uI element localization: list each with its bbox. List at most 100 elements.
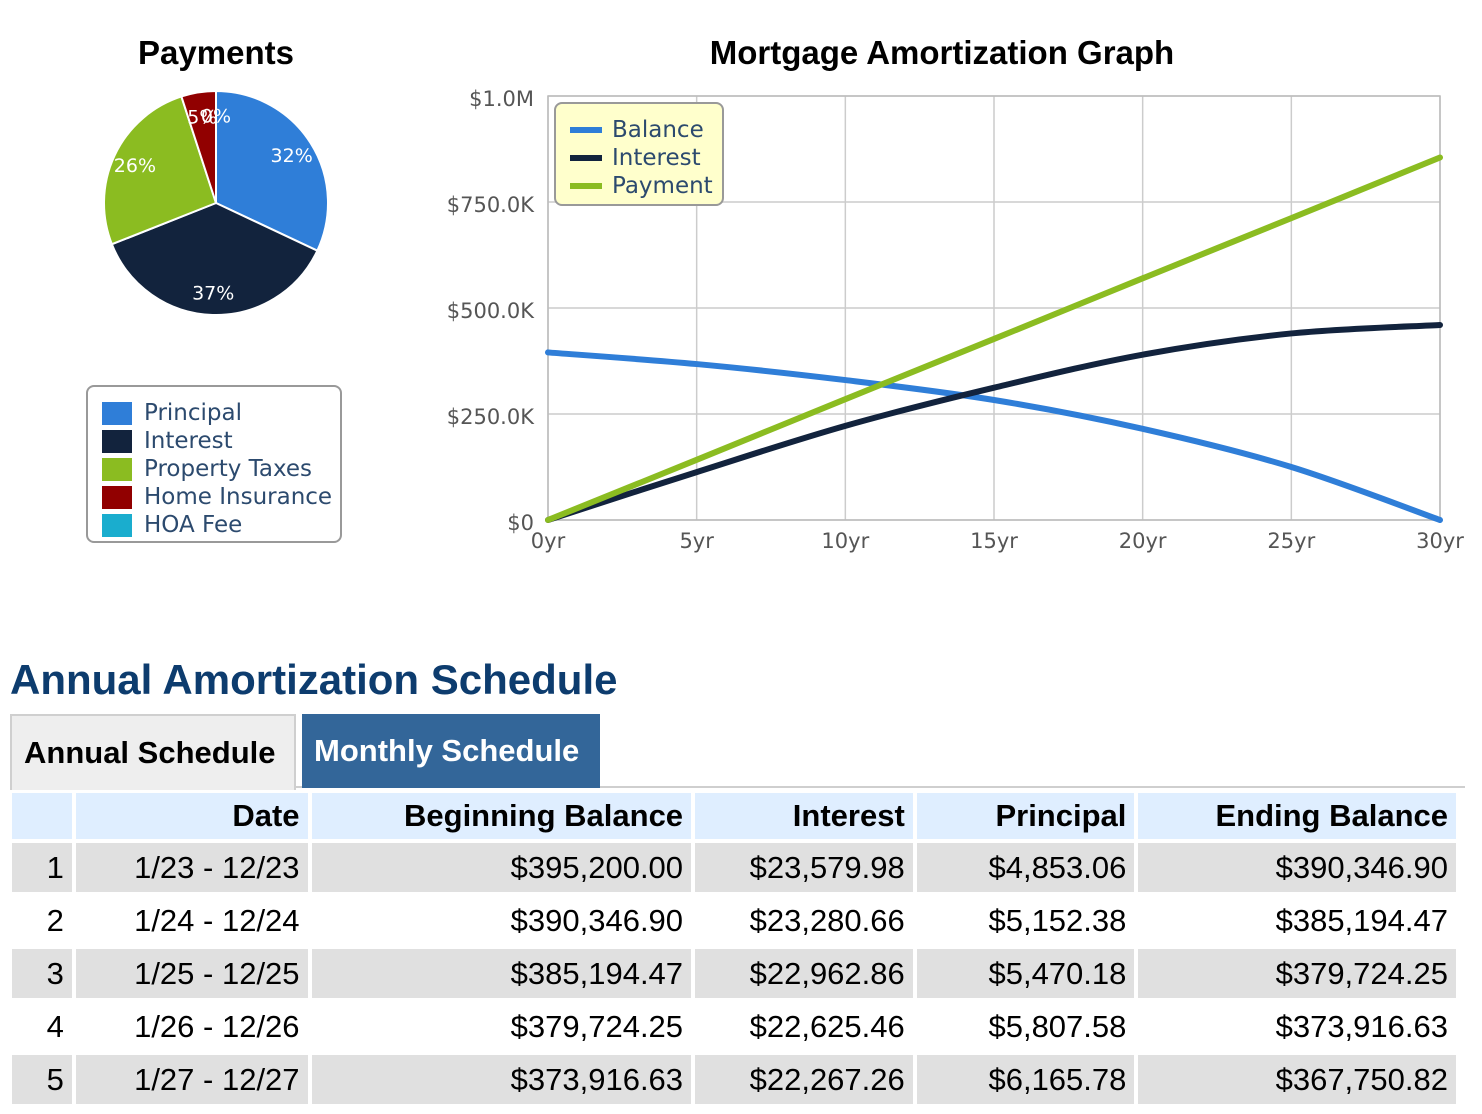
legend-swatch: [102, 429, 132, 453]
cell-date: 1/25 - 12/25: [75, 949, 308, 998]
cell-principal: $6,165.78: [916, 1055, 1135, 1104]
schedule-title: Annual Amortization Schedule: [10, 656, 618, 703]
legend-line-swatch: [570, 183, 602, 189]
table-row: 1 1/23 - 12/23 $395,200.00 $23,579.98 $4…: [12, 843, 1456, 892]
cell-num: 3: [12, 949, 72, 998]
amortization-table: Date Beginning Balance Interest Principa…: [8, 789, 1460, 1108]
cell-principal: $5,152.38: [916, 896, 1135, 945]
cell-interest: $22,267.26: [695, 1055, 913, 1104]
table-row: 3 1/25 - 12/25 $385,194.47 $22,962.86 $5…: [12, 949, 1456, 998]
header-interest[interactable]: Interest: [695, 793, 913, 839]
legend-label: Payment: [612, 173, 713, 199]
x-tick-label: 5yr: [679, 529, 714, 553]
series-line-balance[interactable]: [545, 349, 1443, 523]
pie-slice-principal[interactable]: [215, 89, 329, 253]
cell-date: 1/27 - 12/27: [75, 1055, 308, 1104]
pie-chart-title: Payments: [138, 34, 294, 71]
header-principal[interactable]: Principal: [916, 793, 1135, 839]
x-tick-label: 25yr: [1267, 529, 1315, 553]
legend-item-payment[interactable]: Payment: [570, 172, 722, 200]
cell-principal: $5,470.18: [916, 949, 1135, 998]
cell-ending: $385,194.47: [1138, 896, 1456, 945]
payments-pie-chart: 32% 37% 26% 5%0%: [103, 89, 329, 316]
tab-annual-schedule[interactable]: Annual Schedule: [10, 714, 296, 790]
legend-label: Interest: [612, 145, 701, 171]
y-tick-label: $750.0K: [447, 193, 535, 217]
legend-item-balance[interactable]: Balance: [570, 116, 722, 144]
legend-line-swatch: [570, 127, 602, 133]
legend-item-interest-series[interactable]: Interest: [570, 144, 722, 172]
tab-monthly-schedule[interactable]: Monthly Schedule: [302, 714, 600, 788]
table-row: 5 1/27 - 12/27 $373,916.63 $22,267.26 $6…: [12, 1055, 1456, 1104]
legend-label: HOA Fee: [144, 512, 243, 538]
legend-swatch: [102, 513, 132, 537]
cell-date: 1/26 - 12/26: [75, 1002, 308, 1051]
cell-beginning: $390,346.90: [311, 896, 692, 945]
cell-ending: $373,916.63: [1138, 1002, 1456, 1051]
y-tick-label: $1.0M: [469, 87, 534, 111]
legend-label: Balance: [612, 117, 704, 143]
pie-legend: Principal Interest Property Taxes Home I…: [86, 385, 342, 543]
table-row: 2 1/24 - 12/24 $390,346.90 $23,280.66 $5…: [12, 896, 1456, 945]
table-header-row: Date Beginning Balance Interest Principa…: [12, 793, 1456, 839]
pie-data-label: 0%: [201, 106, 231, 128]
cell-date: 1/24 - 12/24: [75, 896, 308, 945]
legend-item-hoa-fee[interactable]: HOA Fee: [102, 511, 340, 539]
legend-item-interest[interactable]: Interest: [102, 427, 340, 455]
schedule-tabs: Annual Schedule Monthly Schedule: [10, 714, 1465, 790]
line-chart-title: Mortgage Amortization Graph: [709, 34, 1175, 71]
cell-beginning: $385,194.47: [311, 949, 692, 998]
cell-interest: $22,625.46: [695, 1002, 913, 1051]
legend-item-property-taxes[interactable]: Property Taxes: [102, 455, 340, 483]
cell-interest: $23,280.66: [695, 896, 913, 945]
table-row: 4 1/26 - 12/26 $379,724.25 $22,625.46 $5…: [12, 1002, 1456, 1051]
cell-beginning: $373,916.63: [311, 1055, 692, 1104]
y-tick-label: $250.0K: [447, 405, 535, 429]
cell-num: 4: [12, 1002, 72, 1051]
cell-num: 1: [12, 843, 72, 892]
y-tick-label: $500.0K: [447, 299, 535, 323]
header-num: [12, 793, 72, 839]
cell-principal: $4,853.06: [916, 843, 1135, 892]
pie-slice-interest[interactable]: [110, 201, 319, 316]
legend-swatch: [102, 401, 132, 425]
legend-item-home-insurance[interactable]: Home Insurance: [102, 483, 340, 511]
header-beginning-balance[interactable]: Beginning Balance: [311, 793, 692, 839]
cell-ending: $367,750.82: [1138, 1055, 1456, 1104]
x-tick-label: 10yr: [821, 529, 869, 553]
cell-num: 2: [12, 896, 72, 945]
x-tick-label: 15yr: [970, 529, 1018, 553]
series-line-interest[interactable]: [545, 321, 1443, 523]
x-tick-label: 30yr: [1416, 529, 1464, 553]
line-legend: Balance Interest Payment: [554, 102, 724, 206]
cell-num: 5: [12, 1055, 72, 1104]
cell-beginning: $379,724.25: [311, 1002, 692, 1051]
header-ending-balance[interactable]: Ending Balance: [1138, 793, 1456, 839]
cell-date: 1/23 - 12/23: [75, 843, 308, 892]
cell-interest: $23,579.98: [695, 843, 913, 892]
legend-line-swatch: [570, 155, 602, 161]
legend-swatch: [102, 485, 132, 509]
legend-label: Home Insurance: [144, 484, 333, 510]
cell-principal: $5,807.58: [916, 1002, 1135, 1051]
pie-data-label: 26%: [114, 155, 156, 177]
cell-ending: $390,346.90: [1138, 843, 1456, 892]
legend-item-principal[interactable]: Principal: [102, 399, 340, 427]
header-date[interactable]: Date: [75, 793, 308, 839]
pie-slice-property-taxes[interactable]: [103, 95, 218, 246]
pie-data-label: 5%: [187, 107, 217, 129]
legend-label: Property Taxes: [144, 456, 313, 482]
y-tick-label: $0: [507, 511, 534, 535]
cell-ending: $379,724.25: [1138, 949, 1456, 998]
x-tick-label: 20yr: [1119, 529, 1167, 553]
series-line-payment[interactable]: [545, 154, 1443, 523]
x-tick-label: 0yr: [531, 529, 566, 553]
cell-beginning: $395,200.00: [311, 843, 692, 892]
legend-swatch: [102, 457, 132, 481]
plot-area: [547, 95, 1441, 521]
legend-label: Interest: [144, 428, 233, 454]
cell-interest: $22,962.86: [695, 949, 913, 998]
pie-data-label: 32%: [271, 145, 313, 167]
pie-data-label: 37%: [192, 283, 234, 305]
amortization-line-chart: 0yr 5yr 10yr 15yr 20yr 25yr 30yr $0 $250.0K $500.…: [447, 87, 1465, 553]
